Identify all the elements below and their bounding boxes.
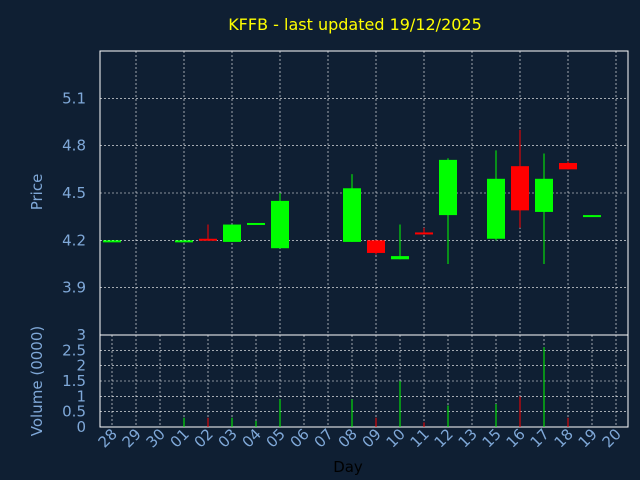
volume-tick-label: 1 bbox=[76, 387, 86, 405]
volume-tick-label: 2.5 bbox=[62, 341, 86, 359]
candle-body-up bbox=[343, 188, 361, 242]
candle-body-up bbox=[583, 215, 601, 218]
candle-body-down bbox=[415, 232, 433, 235]
volume-axis-label: Volume (0000) bbox=[28, 326, 46, 436]
candle-body-down bbox=[511, 166, 529, 211]
candle-body-up bbox=[175, 240, 193, 243]
volume-tick-label: 3 bbox=[76, 326, 86, 344]
chart-title: KFFB - last updated 19/12/2025 bbox=[228, 15, 482, 34]
candle-body-down bbox=[199, 238, 217, 241]
price-tick-label: 3.9 bbox=[62, 279, 86, 297]
price-panel: 3.9 4.2 4.5 4.8 5.1 bbox=[62, 50, 629, 336]
price-tick-label: 4.2 bbox=[62, 231, 86, 249]
candle-body-up bbox=[487, 178, 505, 239]
candle-body-down bbox=[559, 163, 577, 170]
candle-body-up bbox=[439, 159, 457, 216]
price-tick-label: 4.8 bbox=[62, 137, 86, 155]
candle-body-up bbox=[247, 222, 265, 225]
x-axis-label: Day bbox=[333, 458, 363, 476]
volume-tick-label: 1.5 bbox=[62, 372, 86, 390]
volume-tick-label: 2 bbox=[76, 357, 86, 375]
candle-body-up bbox=[271, 200, 289, 249]
volume-tick-label: 0.5 bbox=[62, 403, 86, 421]
candle-body-up bbox=[535, 178, 553, 212]
candle-body-up bbox=[391, 256, 409, 260]
candle-body-up bbox=[103, 240, 121, 243]
candle-body-up bbox=[223, 224, 241, 242]
price-tick-label: 4.5 bbox=[62, 184, 86, 202]
price-tick-label: 5.1 bbox=[62, 89, 86, 107]
volume-tick-label: 0 bbox=[76, 418, 86, 436]
price-axis-label: Price bbox=[28, 174, 46, 211]
candle-body-down bbox=[367, 240, 385, 253]
